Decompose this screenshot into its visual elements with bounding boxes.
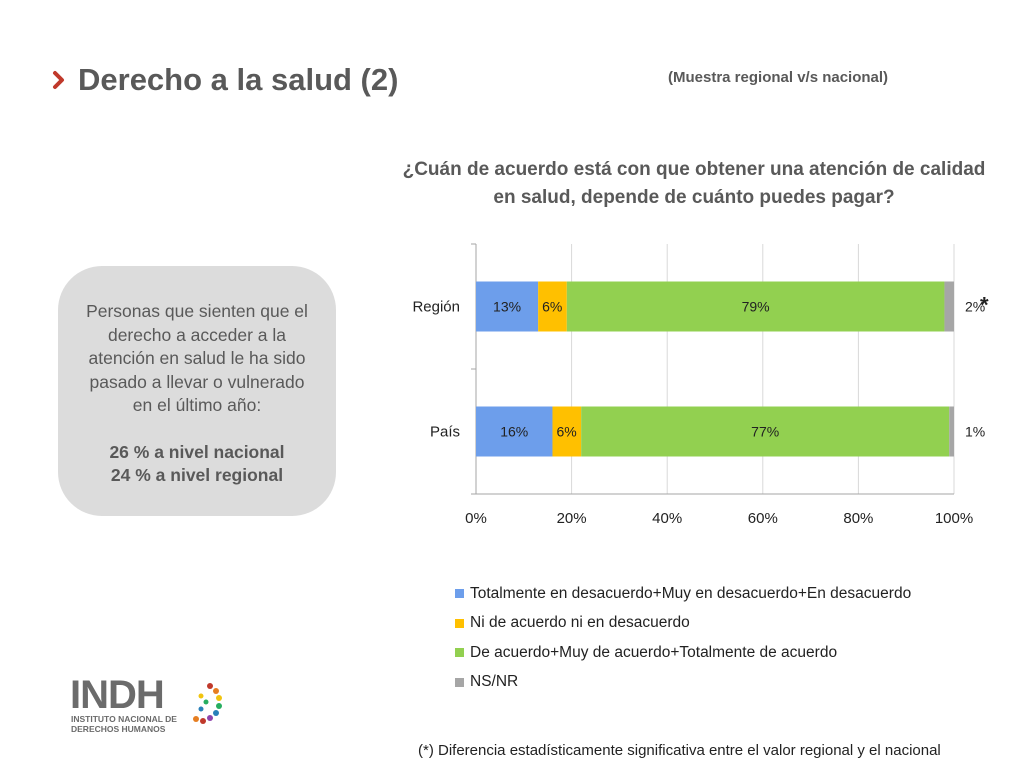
legend-label: Totalmente en desacuerdo+Muy en desacuer… xyxy=(470,584,912,602)
data-label: 16% xyxy=(500,424,528,440)
bar-segment xyxy=(944,281,954,332)
bar-segment xyxy=(566,281,945,332)
x-tick-label: 0% xyxy=(465,510,487,527)
question-line-2: en salud, depende de cuánto puedes pagar… xyxy=(493,187,895,208)
legend-item: Totalmente en desacuerdo+Muy en desacuer… xyxy=(455,579,911,609)
legend-swatch xyxy=(455,648,464,658)
x-tick-label: 80% xyxy=(843,510,873,527)
info-box-text: Personas que sienten que el derecho a ac… xyxy=(86,301,308,415)
bar-segment xyxy=(552,406,582,457)
legend-item: NS/NR xyxy=(455,668,911,698)
bar-segment xyxy=(476,406,553,457)
data-label: 6% xyxy=(556,424,576,440)
question-line-1: ¿Cuán de acuerdo está con que obtener un… xyxy=(402,159,986,180)
bar-segment xyxy=(538,281,567,332)
x-tick-label: 40% xyxy=(652,510,682,527)
logo-line-1: INSTITUTO NACIONAL DE xyxy=(71,714,177,724)
y-category-label: País xyxy=(430,424,460,441)
page-title: Derecho a la salud (2) xyxy=(78,62,399,97)
logo-dots-icon xyxy=(193,683,222,724)
legend-swatch xyxy=(455,618,464,628)
legend-swatch xyxy=(455,589,464,599)
logo-line-2: DERECHOS HUMANOS xyxy=(71,724,166,734)
x-tick-label: 100% xyxy=(935,510,973,527)
data-label: 13% xyxy=(493,299,521,315)
info-box: Personas que sienten que el derecho a ac… xyxy=(58,266,336,516)
legend-label: NS/NR xyxy=(470,673,519,691)
bar-segment xyxy=(949,406,954,457)
data-label: 6% xyxy=(542,299,562,315)
significance-annotation: * xyxy=(980,293,989,318)
info-stat-regional: 24 % a nivel regional xyxy=(110,465,284,485)
legend-item: Ni de acuerdo ni en desacuerdo xyxy=(455,609,911,639)
x-tick-label: 20% xyxy=(557,510,587,527)
chevron-right-icon xyxy=(53,71,64,89)
page-subtitle: (Muestra regional v/s nacional) xyxy=(668,69,889,86)
data-label: 1% xyxy=(965,424,985,440)
footnote: (*) Diferencia estadísticamente signific… xyxy=(418,742,941,759)
legend-swatch xyxy=(455,677,464,687)
chart-question: ¿Cuán de acuerdo está con que obtener un… xyxy=(380,156,1008,212)
logo-mark: INDH xyxy=(70,673,164,717)
bar-segment xyxy=(581,406,950,457)
x-tick-label: 60% xyxy=(748,510,778,527)
bar-segment xyxy=(476,281,539,332)
info-stat-national: 26 % a nivel nacional xyxy=(109,441,285,462)
chart-legend: Totalmente en desacuerdo+Muy en desacuer… xyxy=(455,579,911,697)
data-label: 2% xyxy=(965,299,985,315)
data-label: 79% xyxy=(742,299,770,315)
title-area: Derecho a la salud (2) xyxy=(52,62,398,98)
indh-logo: INDH INSTITUTO NACIONAL DE DERECHOS HUMA… xyxy=(70,673,222,734)
legend-label: Ni de acuerdo ni en desacuerdo xyxy=(470,614,690,632)
legend-label: De acuerdo+Muy de acuerdo+Totalmente de … xyxy=(470,643,838,661)
legend-item: De acuerdo+Muy de acuerdo+Totalmente de … xyxy=(455,638,911,668)
data-label: 77% xyxy=(751,424,779,440)
y-category-label: Región xyxy=(412,299,460,316)
